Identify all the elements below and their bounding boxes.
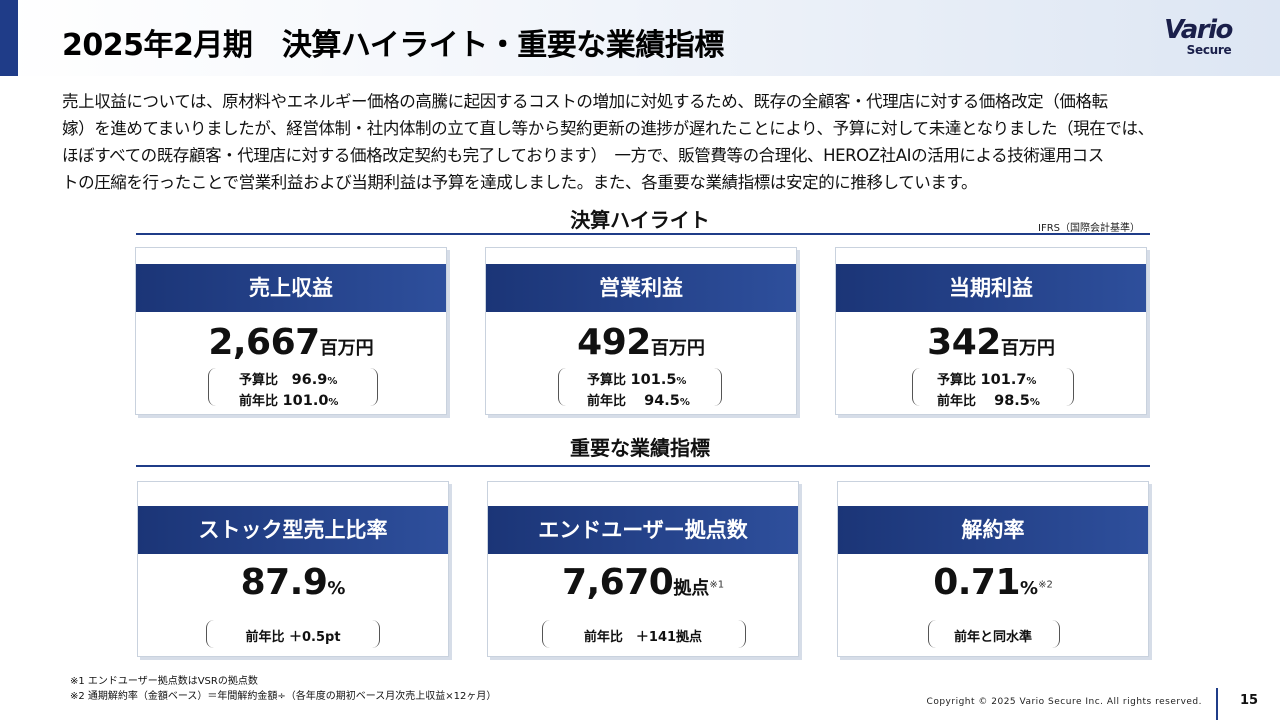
ratio-value: 94.5 (644, 393, 680, 409)
ratio-label: 前年比 (937, 394, 977, 409)
value-number: 342 (927, 322, 1001, 363)
value-number: 492 (577, 322, 651, 363)
intro-line: ほぼすべての既存顧客・代理店に対する価格改定契約も完了しております） 一方で、販… (62, 146, 1104, 165)
card-title: 当期利益 (836, 264, 1146, 312)
vario-secure-logo: Vario Secure (1156, 16, 1240, 62)
ratio-label: 予算比 (587, 373, 627, 388)
ratio-unit: % (676, 376, 687, 387)
card-title: 営業利益 (486, 264, 796, 312)
copyright-text: Copyright © 2025 Vario Secure Inc. All r… (926, 697, 1202, 707)
card-main-value: 2,667百万円 (136, 322, 446, 363)
ratio-unit: % (1026, 376, 1037, 387)
card-main-value: 342百万円 (836, 322, 1146, 363)
value-unit: 百万円 (1000, 338, 1055, 359)
value-number: 0.71 (933, 562, 1021, 603)
card-title: 解約率 (838, 506, 1148, 554)
ratio-bracket (912, 368, 1074, 406)
prior-year-ratio: 前年比 101.0% (239, 390, 338, 409)
highlight-card-revenue: 売上収益 2,667百万円 予算比 96.9% 前年比 101.0% (135, 247, 447, 415)
logo-sub-text: Secure (1186, 43, 1232, 57)
comparison-bracket (928, 620, 1060, 648)
prior-year-ratio: 前年比 98.5% (937, 390, 1040, 409)
header-accent-bar (0, 0, 18, 76)
value-number: 7,670 (561, 562, 674, 603)
highlight-card-net-income: 当期利益 342百万円 予算比 101.7% 前年比 98.5% (835, 247, 1147, 415)
card-title: ストック型売上比率 (138, 506, 448, 554)
kpi-divider (136, 465, 1150, 467)
ratio-unit: % (679, 397, 690, 408)
intro-line: 売上収益については、原材料やエネルギー価格の高騰に起因するコストの増加に対処する… (62, 92, 1108, 111)
comparison-text: 前年と同水準 (953, 630, 1032, 645)
ratio-unit: % (327, 376, 338, 387)
value-unit: 拠点 (673, 578, 710, 599)
ratio-value: 96.9 (291, 372, 328, 388)
page-number: 15 (1240, 693, 1259, 708)
budget-ratio: 予算比 101.7% (937, 369, 1036, 388)
card-main-value: 492百万円 (486, 322, 796, 363)
prior-year-ratio: 前年比 94.5% (587, 390, 690, 409)
footnote-2: ※2 通期解約率（金額ベース）＝年間解約金額÷（各年度の期初ベース月次売上収益×… (70, 691, 497, 702)
ratio-unit: % (1029, 397, 1040, 408)
card-main-value: 87.9% (138, 562, 448, 603)
ratio-unit: % (328, 397, 339, 408)
value-unit: 百万円 (650, 338, 705, 359)
ratio-bracket (558, 368, 722, 406)
ratio-label: 前年比 (587, 394, 627, 409)
value-number: 2,667 (208, 322, 320, 363)
card-title: エンドユーザー拠点数 (488, 506, 798, 554)
comparison-bracket (542, 620, 746, 648)
footnote-1: ※1 エンドユーザー拠点数はVSRの拠点数 (70, 676, 258, 687)
comparison-bracket (206, 620, 380, 648)
kpi-section-title: 重要な業績指標 (570, 436, 710, 460)
budget-ratio: 予算比 101.5% (587, 369, 686, 388)
intro-paragraph: 売上収益については、原材料やエネルギー価格の高騰に起因するコストの増加に対処する… (62, 88, 1242, 196)
card-main-value: 0.71%※2 (838, 562, 1148, 603)
intro-line: トの圧縮を行ったことで営業利益および当期利益は予算を達成しました。また、各重要な… (62, 173, 978, 192)
ratio-label: 前年比 (239, 394, 279, 409)
ratio-value: 98.5 (994, 393, 1030, 409)
ratio-value: 101.7 (980, 372, 1027, 388)
card-title: 売上収益 (136, 264, 446, 312)
ratio-bracket (208, 368, 378, 406)
highlights-divider (136, 233, 1150, 235)
kpi-card-churn-rate: 解約率 0.71%※2 前年と同水準 (837, 481, 1149, 657)
kpi-card-stock-revenue-ratio: ストック型売上比率 87.9% 前年比 ＋0.5pt (137, 481, 449, 657)
value-unit: % (327, 578, 346, 599)
value-unit: 百万円 (319, 338, 374, 359)
accounting-standard-label: IFRS（国際会計基準） (1038, 223, 1140, 234)
intro-line: 嫁）を進めてまいりましたが、経営体制・社内体制の立て直し等から契約更新の進捗が遅… (62, 119, 1154, 138)
footnote-marker: ※1 (709, 579, 725, 591)
comparison-text: 前年比 ＋0.5pt (245, 630, 341, 645)
footnote-marker: ※2 (1038, 579, 1053, 591)
footnotes: ※1 エンドユーザー拠点数はVSRの拠点数 ※2 通期解約率（金額ベース）＝年間… (70, 674, 496, 704)
page-number-separator (1216, 688, 1218, 720)
budget-ratio: 予算比 96.9% (239, 369, 337, 388)
highlights-section-title: 決算ハイライト (570, 208, 710, 232)
ratio-value: 101.0 (282, 393, 329, 409)
logo-main-text: Vario (1164, 15, 1233, 45)
value-unit: % (1020, 578, 1039, 599)
kpi-card-end-user-sites: エンドユーザー拠点数 7,670拠点※1 前年比 ＋141拠点 (487, 481, 799, 657)
highlight-card-operating-profit: 営業利益 492百万円 予算比 101.5% 前年比 94.5% (485, 247, 797, 415)
comparison-text: 前年比 ＋141拠点 (583, 630, 703, 645)
slide-header: 2025年2月期 決算ハイライト・重要な業績指標 Vario Secure (0, 0, 1280, 76)
ratio-value: 101.5 (630, 372, 677, 388)
page-title: 2025年2月期 決算ハイライト・重要な業績指標 (62, 28, 724, 63)
ratio-label: 予算比 (937, 373, 977, 388)
card-main-value: 7,670拠点※1 (488, 562, 798, 603)
ratio-label: 予算比 (239, 373, 279, 388)
value-number: 87.9 (240, 562, 328, 603)
